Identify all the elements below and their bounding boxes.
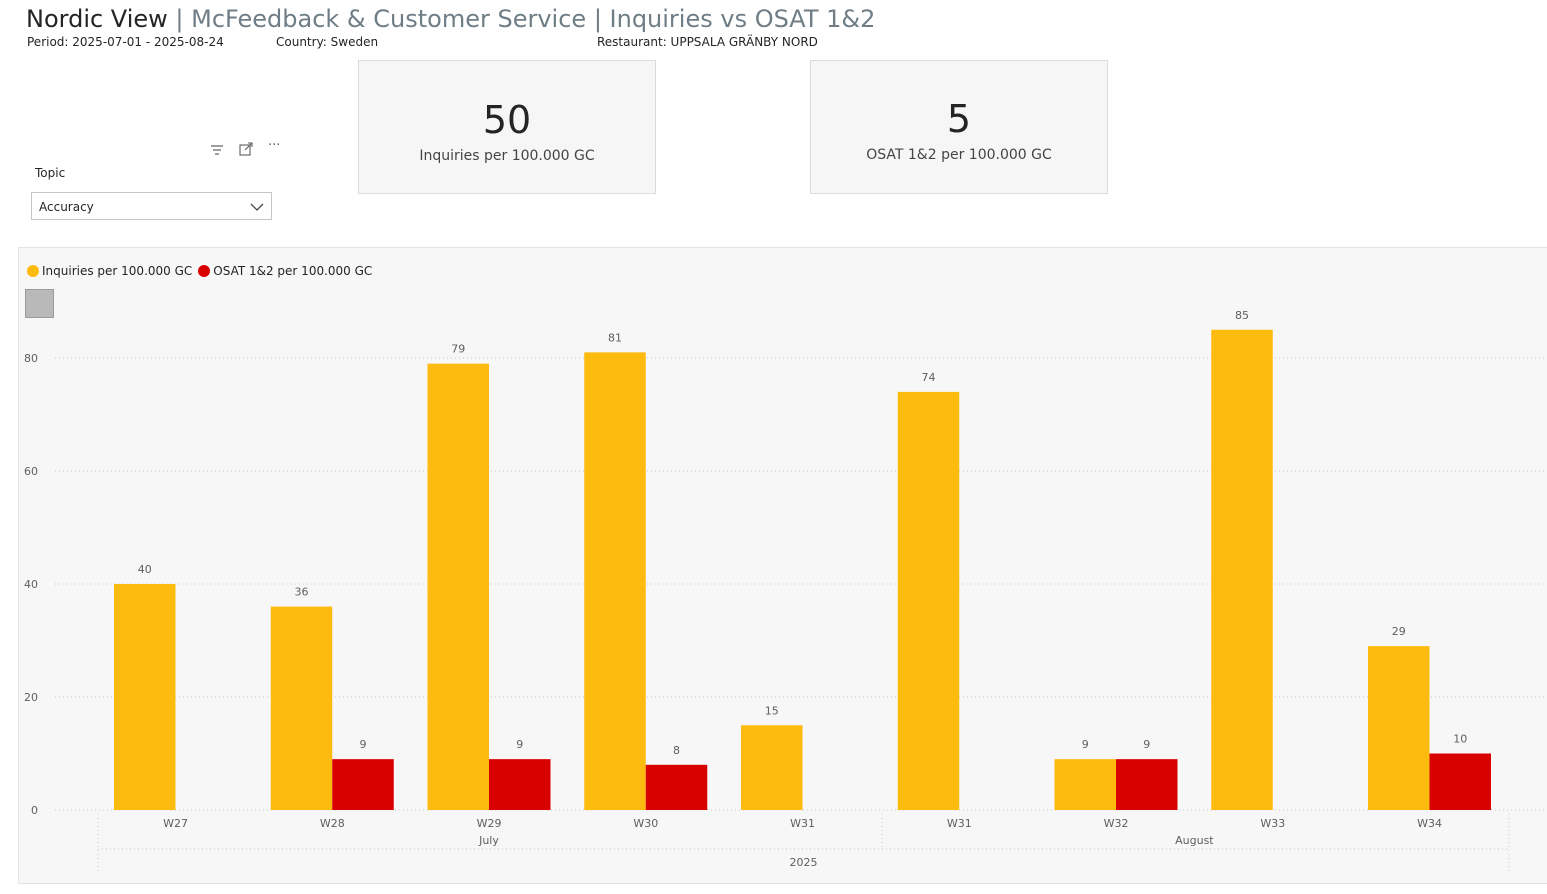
data-label: 8 [673, 744, 680, 757]
x-tick-label: W34 [1417, 817, 1442, 830]
bar-inquiries [897, 391, 960, 810]
y-tick-label: 80 [24, 352, 38, 365]
bar-inquiries [114, 584, 176, 810]
chart-legend: Inquiries per 100.000 GC OSAT 1&2 per 100… [27, 264, 378, 278]
data-label: 36 [295, 586, 309, 599]
page-title: Nordic View | McFeedback & Customer Serv… [26, 4, 875, 34]
x-tick-label: W29 [477, 817, 502, 830]
data-label: 9 [360, 738, 367, 751]
bar-inquiries [741, 725, 803, 810]
kpi-card-inquiries: 50 Inquiries per 100.000 GC [358, 60, 656, 194]
x-tick-label: W32 [1104, 817, 1129, 830]
data-label: 10 [1453, 733, 1467, 746]
topic-dropdown-value: Accuracy [39, 200, 94, 214]
legend-dot-osat [198, 265, 211, 277]
chart-toggle-button[interactable] [25, 289, 54, 318]
kpi-value-osat: 5 [946, 97, 972, 141]
y-tick-label: 0 [31, 804, 38, 817]
data-label: 9 [516, 738, 523, 751]
bar-osat [489, 759, 551, 810]
bar-osat [645, 764, 708, 810]
x-tick-label: W30 [633, 817, 658, 830]
title-main: Nordic View [26, 5, 168, 33]
kpi-card-osat: 5 OSAT 1&2 per 100.000 GC [810, 60, 1108, 194]
kpi-label-osat: OSAT 1&2 per 100.000 GC [866, 147, 1052, 163]
y-tick-label: 20 [24, 691, 38, 704]
bar-inquiries [584, 352, 646, 810]
data-label: 81 [608, 331, 622, 344]
y-tick-label: 60 [24, 465, 38, 478]
legend-label-osat: OSAT 1&2 per 100.000 GC [213, 264, 373, 278]
month-label: August [1175, 834, 1214, 847]
bar-osat [332, 759, 394, 810]
bar-inquiries [427, 363, 489, 810]
focus-mode-icon[interactable] [239, 141, 253, 160]
title-subtitle: | McFeedback & Customer Service | Inquir… [167, 5, 876, 33]
data-label: 29 [1392, 625, 1406, 638]
legend-dot-inquiries [27, 265, 39, 277]
data-label: 79 [451, 343, 465, 356]
bar-inquiries [1054, 759, 1116, 810]
data-label: 40 [138, 563, 152, 576]
x-tick-label: W31 [790, 817, 815, 830]
legend-item-inquiries[interactable]: Inquiries per 100.000 GC [27, 264, 192, 278]
bar-inquiries [270, 606, 333, 810]
data-label: 74 [922, 371, 936, 384]
x-tick-label: W33 [1260, 817, 1285, 830]
restaurant-label: Restaurant: UPPSALA GRÄNBY NORD [597, 35, 818, 49]
x-tick-label: W27 [163, 817, 188, 830]
bar-osat [1429, 753, 1491, 810]
country-label: Country: Sweden [276, 35, 379, 49]
period-label: Period: 2025-07-01 - 2025-08-24 [27, 35, 224, 49]
bar-inquiries [1211, 329, 1273, 810]
data-label: 9 [1143, 738, 1150, 751]
topic-dropdown[interactable]: Accuracy [31, 192, 272, 220]
x-tick-label: W28 [320, 817, 345, 830]
kpi-value-inquiries: 50 [482, 98, 532, 142]
bar-inquiries [1368, 646, 1430, 810]
year-label: 2025 [790, 856, 818, 869]
topic-slicer-label: Topic [35, 166, 66, 180]
month-label: July [478, 834, 499, 847]
kpi-label-inquiries: Inquiries per 100.000 GC [419, 148, 595, 164]
x-tick-label: W31 [947, 817, 972, 830]
slicer-header-icons: ··· [205, 138, 285, 160]
data-label: 9 [1082, 738, 1089, 751]
data-label: 85 [1235, 309, 1249, 322]
filter-icon[interactable] [210, 141, 224, 160]
data-label: 15 [765, 704, 779, 717]
legend-item-osat[interactable]: OSAT 1&2 per 100.000 GC [198, 264, 372, 278]
chevron-down-icon [249, 201, 265, 215]
more-options-icon[interactable]: ··· [268, 138, 281, 153]
y-tick-label: 40 [24, 578, 38, 591]
legend-label-inquiries: Inquiries per 100.000 GC [42, 264, 193, 278]
bar-osat [1116, 759, 1178, 810]
